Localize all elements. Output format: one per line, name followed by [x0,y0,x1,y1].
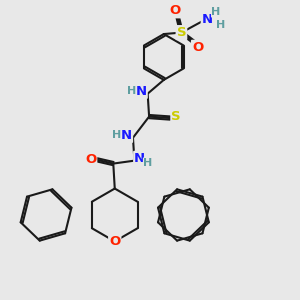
Text: H: H [127,86,136,96]
Text: H: H [112,130,122,140]
Text: H: H [143,158,153,168]
Text: N: N [136,85,147,98]
Text: H: H [216,20,225,30]
Text: O: O [169,4,180,17]
Text: O: O [109,235,120,248]
Text: N: N [134,152,145,165]
Text: N: N [121,129,132,142]
Text: S: S [177,26,186,39]
Text: O: O [85,153,96,166]
Text: O: O [192,41,203,54]
Text: N: N [202,14,213,26]
Text: S: S [171,110,181,123]
Text: H: H [212,7,221,17]
